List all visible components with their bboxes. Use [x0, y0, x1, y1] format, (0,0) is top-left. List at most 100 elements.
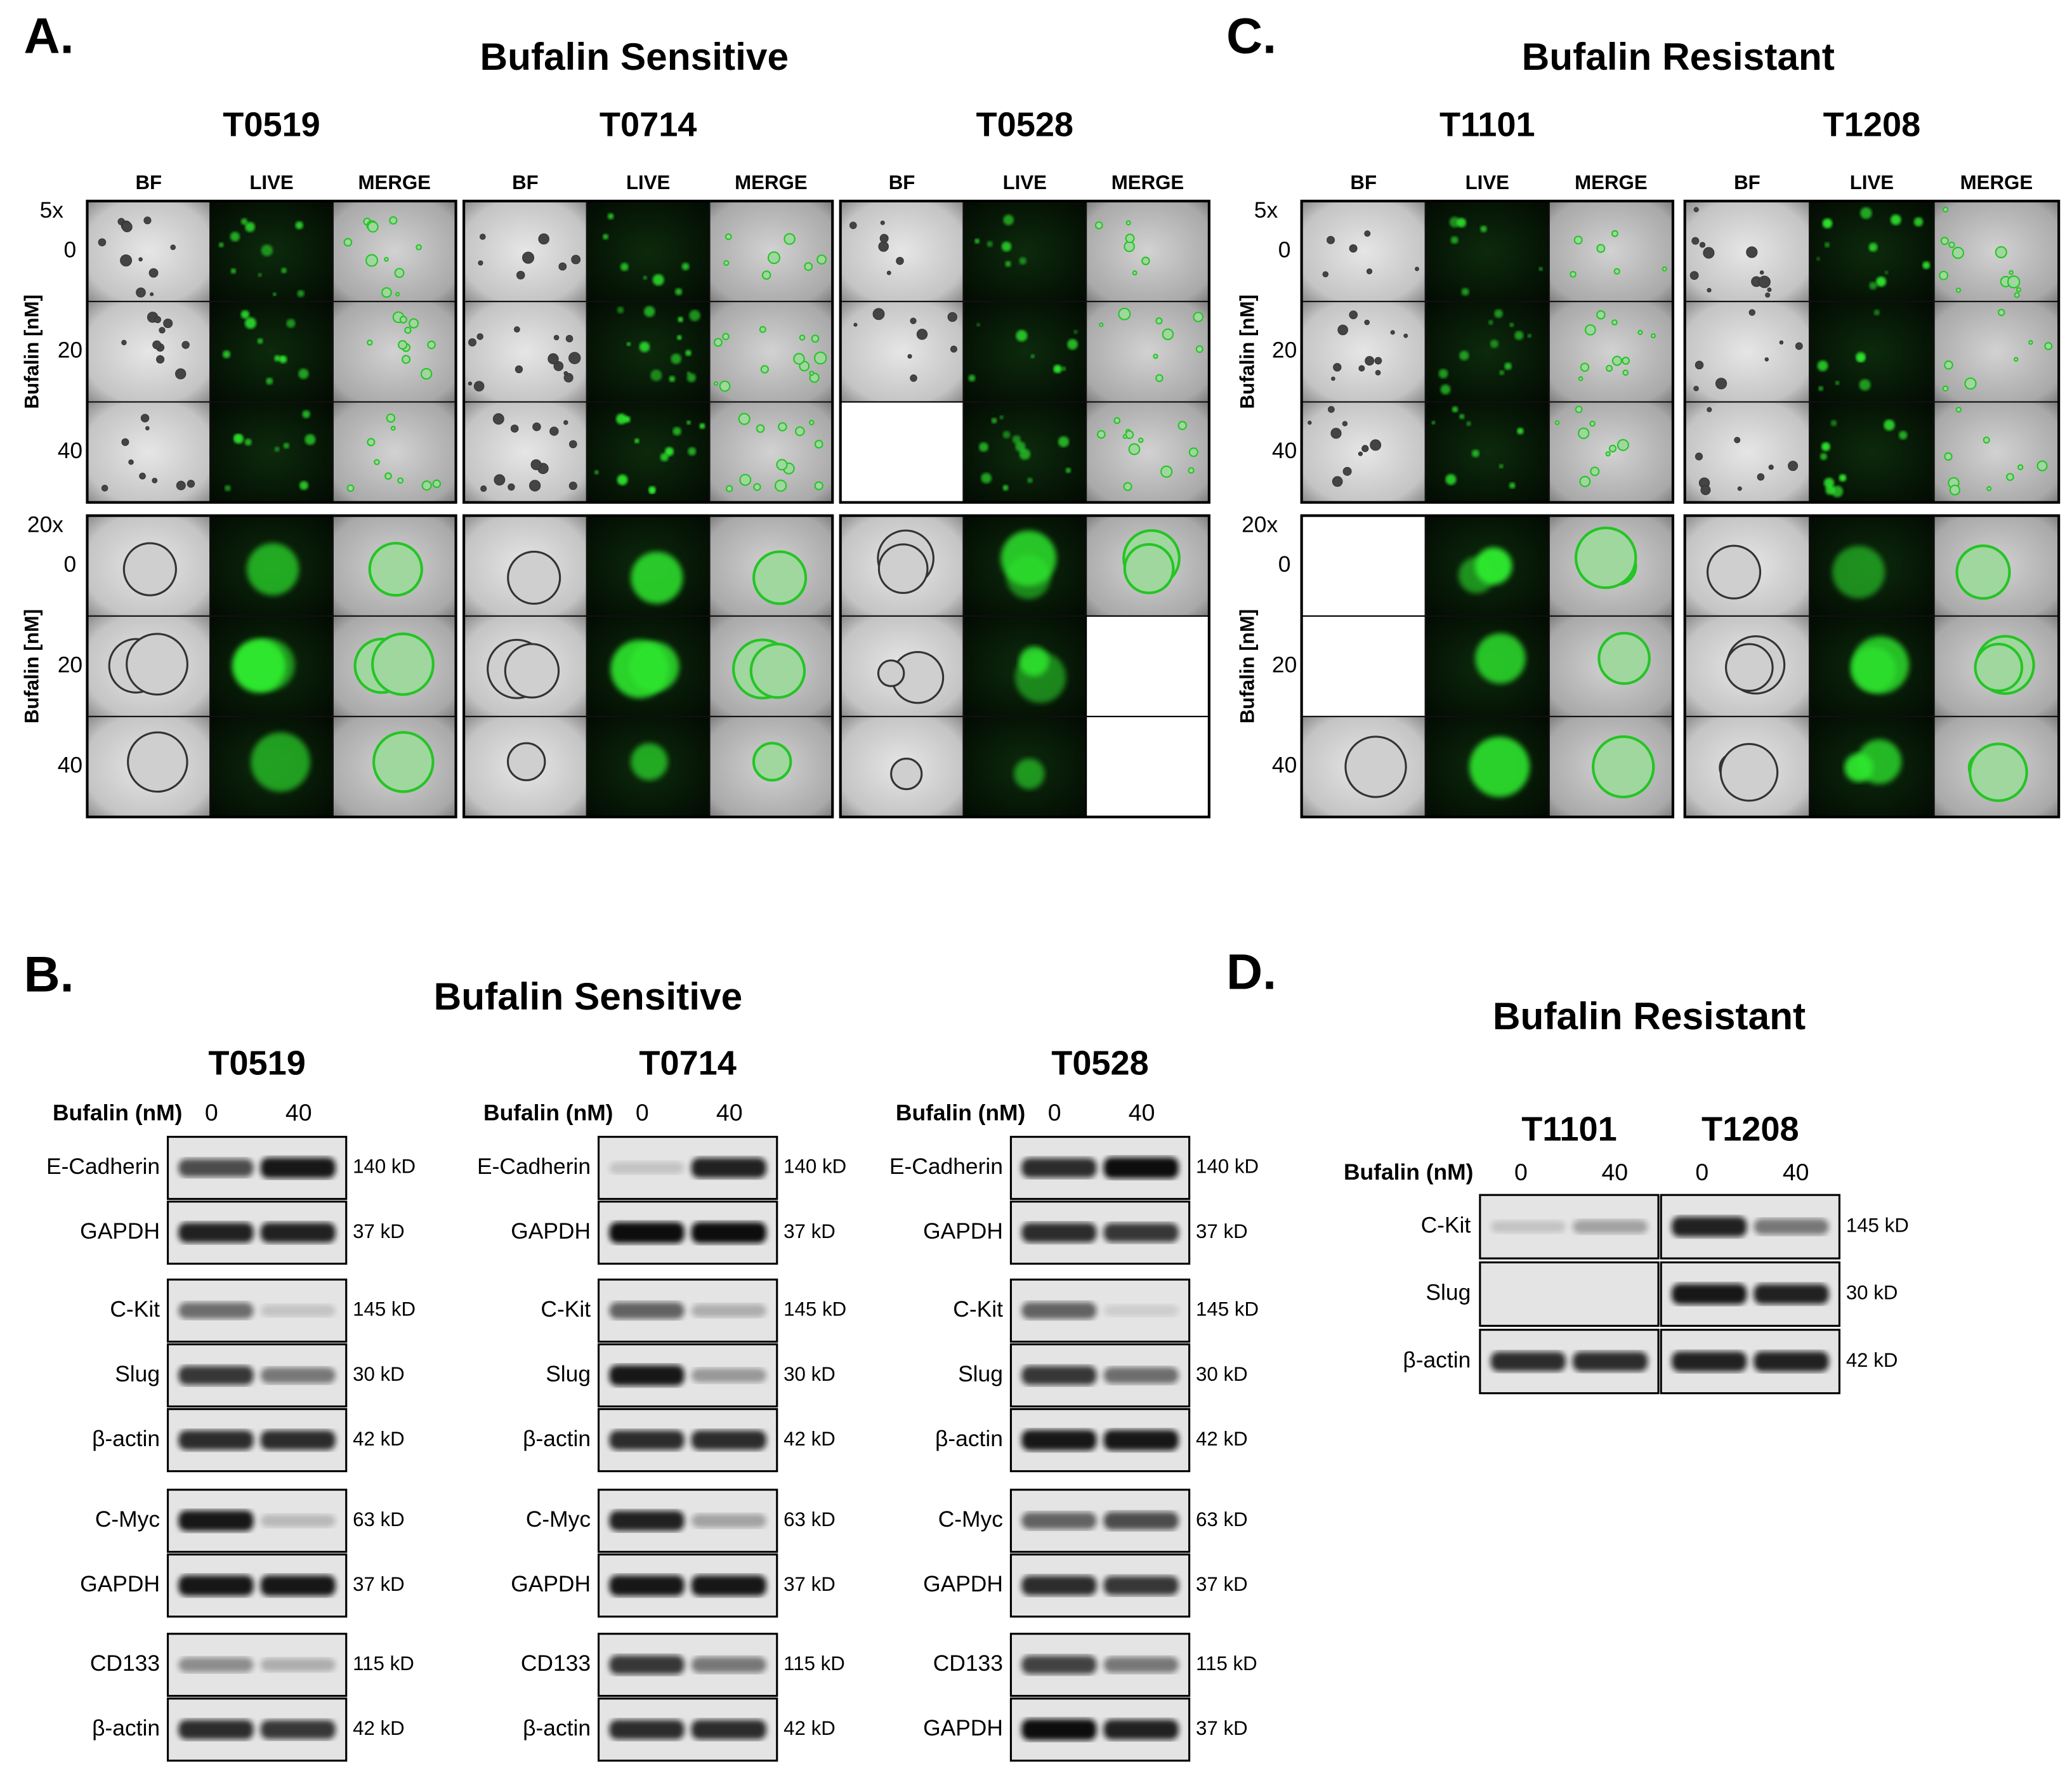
- live-stain: [629, 642, 679, 692]
- cell-cluster: [1759, 270, 1764, 275]
- micrograph: [839, 301, 964, 403]
- live-stain: [1480, 225, 1487, 232]
- live-stain: [1458, 556, 1495, 593]
- live-stain: [1509, 482, 1516, 489]
- merge-stain: [1162, 328, 1174, 341]
- live-stain: [1876, 276, 1886, 287]
- protein-label: β-actin: [523, 1715, 591, 1741]
- protein-label: β-actin: [92, 1426, 160, 1451]
- micrograph: [839, 200, 964, 303]
- dose-label: 0: [636, 1099, 649, 1126]
- micrograph: [709, 615, 834, 718]
- micrograph: [463, 301, 587, 403]
- protein-label: CD133: [521, 1650, 591, 1676]
- merge-stain: [1939, 270, 1949, 280]
- live-stain: [1830, 419, 1837, 426]
- panel-title: Bufalin Resistant: [1522, 35, 1835, 78]
- cell-cluster: [522, 251, 535, 264]
- sample-name: T0528: [976, 106, 1074, 144]
- live-stain: [1884, 270, 1889, 275]
- cell-cluster: [1768, 464, 1774, 470]
- band: [178, 1720, 254, 1740]
- live-stain: [1001, 241, 1012, 252]
- live-stain: [295, 221, 303, 230]
- size-label: 37 kD: [784, 1573, 836, 1595]
- live-stain: [245, 221, 255, 232]
- band: [1103, 1305, 1179, 1317]
- cell-cluster: [138, 257, 143, 261]
- micrograph: [1085, 301, 1210, 403]
- live-stain: [634, 438, 639, 444]
- live-stain: [974, 239, 980, 244]
- protein-label: GAPDH: [511, 1571, 591, 1597]
- cell-cluster: [530, 459, 542, 470]
- live-stain: [233, 433, 242, 442]
- micrograph: [586, 301, 711, 403]
- band: [609, 1161, 685, 1175]
- live-stain: [981, 473, 992, 484]
- merge-stain: [1125, 220, 1131, 226]
- micrograph: [86, 515, 211, 617]
- merge-stain: [795, 426, 805, 437]
- micrograph: [1424, 401, 1550, 503]
- micrograph: [1933, 615, 2060, 718]
- cell-cluster: [504, 643, 560, 699]
- axis-label: Bufalin [nM]: [1236, 609, 1259, 723]
- cell-cluster: [1415, 267, 1419, 272]
- size-label: 63 kD: [1196, 1508, 1248, 1531]
- live-stain: [686, 420, 691, 425]
- band: [1103, 1367, 1179, 1384]
- blank-image: [1085, 615, 1210, 718]
- column-header: MERGE: [735, 171, 808, 194]
- blot: [1009, 1201, 1191, 1265]
- protein-label: GAPDH: [80, 1218, 160, 1244]
- grid-border: [839, 199, 1210, 504]
- dose-label: 40: [716, 1099, 743, 1126]
- micrograph: [1424, 301, 1550, 403]
- cell-cluster: [1349, 244, 1358, 253]
- size-label: 42 kD: [1846, 1349, 1898, 1371]
- band: [260, 1658, 336, 1672]
- live-stain: [242, 638, 295, 691]
- cell-cluster: [1715, 378, 1728, 390]
- blank-image: [1301, 515, 1426, 617]
- merge-stain: [1141, 256, 1150, 265]
- live-stain: [1466, 421, 1471, 426]
- size-label: 42 kD: [784, 1717, 836, 1739]
- live-stain: [1820, 452, 1828, 460]
- cell-cluster: [494, 474, 506, 486]
- cell-cluster: [1700, 485, 1711, 496]
- image-background: [586, 200, 711, 303]
- merge-stain: [756, 424, 765, 433]
- live-stain: [1053, 364, 1062, 374]
- grid-border: [1300, 199, 1675, 504]
- dose-label: 0: [205, 1099, 218, 1126]
- cell-cluster: [1375, 369, 1381, 376]
- panel-letter: A.: [23, 8, 74, 64]
- blot: [166, 1489, 348, 1553]
- band: [1021, 1366, 1097, 1385]
- live-stain: [1019, 449, 1031, 460]
- cell-cluster: [890, 758, 923, 791]
- micrograph: [709, 515, 834, 617]
- blot: [166, 1408, 348, 1473]
- cell-cluster: [558, 262, 567, 271]
- live-stain: [1014, 758, 1045, 789]
- protein-label: β-actin: [523, 1426, 591, 1451]
- cell-cluster: [879, 234, 889, 243]
- grid-border: [1300, 514, 1675, 819]
- merge-stain: [713, 338, 723, 347]
- live-stain: [999, 415, 1004, 419]
- live-stain: [1509, 322, 1514, 327]
- blot: [597, 1201, 778, 1265]
- live-stain: [251, 732, 310, 792]
- live-stain: [1818, 386, 1823, 392]
- cell-cluster: [515, 365, 523, 374]
- cell-cluster: [548, 353, 559, 365]
- band: [691, 1368, 766, 1383]
- merge-stain: [432, 479, 442, 489]
- blot: [597, 1278, 778, 1343]
- micrograph: [86, 716, 211, 818]
- blot: [597, 1408, 778, 1473]
- merge-stain: [367, 339, 373, 346]
